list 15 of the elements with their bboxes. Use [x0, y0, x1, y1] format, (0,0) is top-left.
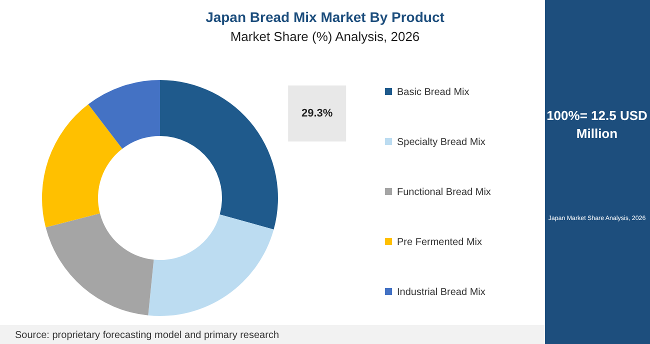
donut-slice [148, 214, 274, 316]
legend-label: Basic Bread Mix [397, 87, 470, 98]
data-label: 29.3% [301, 107, 333, 120]
donut-slice [42, 104, 122, 228]
source-note: Source: proprietary forecasting model and primary research [15, 330, 280, 341]
legend-label: Industrial Bread Mix [397, 287, 486, 298]
text: 100%= 12.5 USD Million [546, 108, 648, 141]
donut-slice [88, 80, 160, 149]
legend-label: Pre Fermented Mix [397, 237, 482, 248]
legend-label: Functional Bread Mix [397, 187, 491, 198]
donut-slice [160, 80, 278, 230]
chart-subtitle: Market Share (%) Analysis, 2026 [230, 29, 420, 44]
legend-label: Specialty Bread Mix [397, 137, 486, 148]
donut-slice [46, 213, 154, 316]
chart-title: Japan Bread Mix Market By Product [206, 9, 445, 25]
